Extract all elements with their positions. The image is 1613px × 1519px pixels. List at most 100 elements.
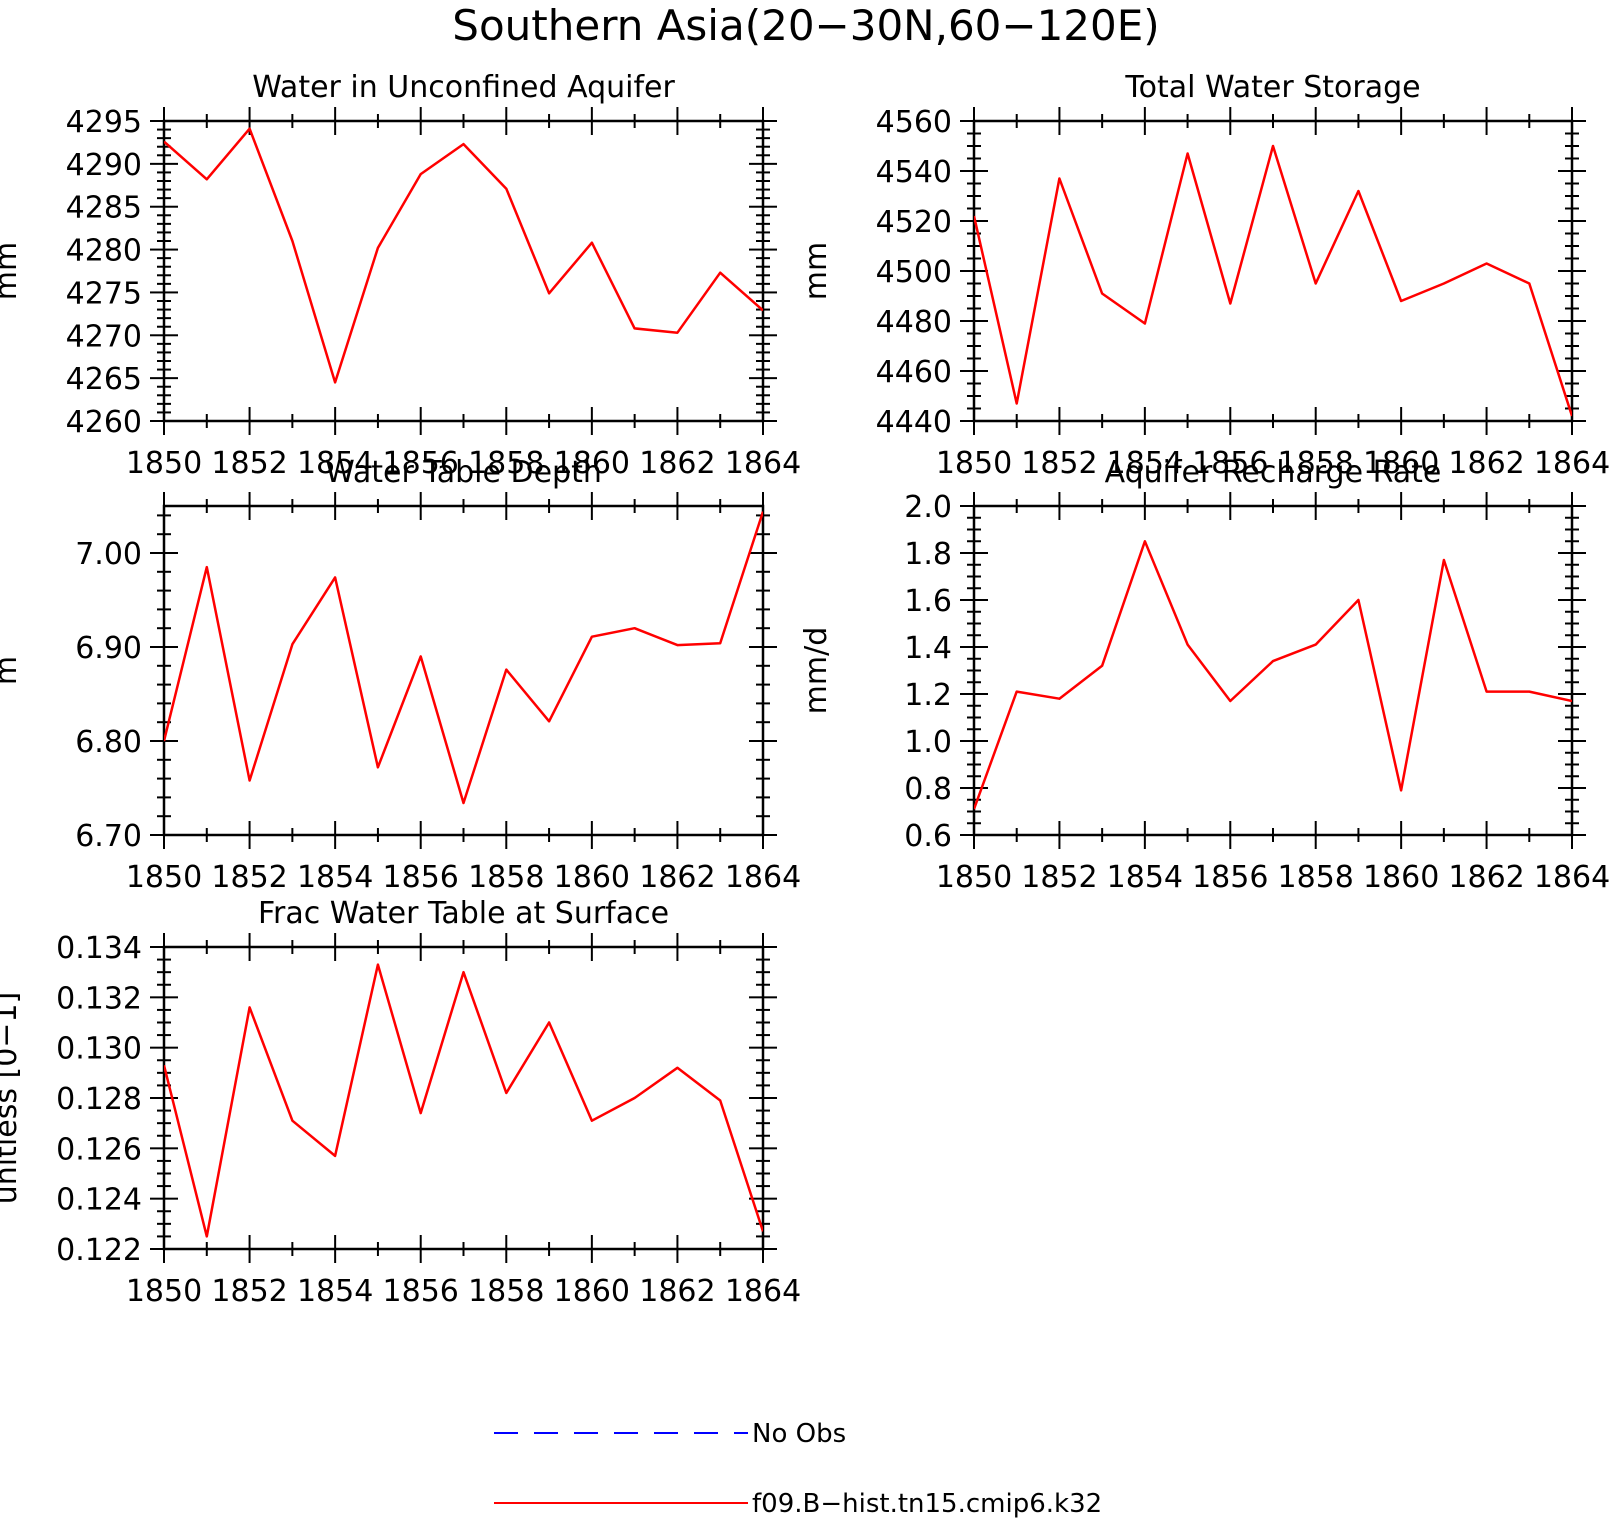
x-tick-label: 1860: [554, 446, 630, 481]
y-tick-label: 6.70: [75, 819, 142, 854]
y-tick-label: 4285: [66, 191, 142, 226]
plot-frame: [162, 945, 765, 1251]
y-tick-label: 0.6: [904, 819, 952, 854]
x-tick-label: 1852: [211, 446, 287, 481]
x-tick-label: 1856: [383, 860, 459, 895]
x-tick-label: 1858: [468, 860, 544, 895]
y-tick-label: 2.0: [904, 490, 952, 525]
x-tick-label: 1864: [1534, 446, 1610, 481]
y-tick-label: 4440: [876, 405, 952, 440]
x-tick-label: 1862: [639, 860, 715, 895]
y-tick-label: 4280: [66, 234, 142, 269]
y-tick-label: 1.8: [904, 537, 952, 572]
y-tick-label: 0.122: [56, 1233, 142, 1268]
y-tick-label: 0.128: [56, 1082, 142, 1117]
y-tick-label: 4500: [876, 255, 952, 290]
figure-title: Southern Asia(20−30N,60−120E): [452, 1, 1159, 50]
series-line: [974, 144, 1572, 417]
chart-panel: 1850 1852 1854 1856 1858 1860 1862 1864 4440 4460…: [799, 70, 1610, 481]
y-tick-label: 7.00: [75, 537, 142, 572]
chart-panel: 1850 1852 1854 1856 1858 1860 1862 1864 4260 4265…: [0, 70, 801, 481]
x-tick-label: 1854: [1107, 446, 1183, 481]
y-tick-label: 1.6: [904, 584, 952, 619]
y-axis-label: mm: [799, 242, 834, 300]
y-tick-label: 4270: [66, 319, 142, 354]
plot-frame: [972, 504, 1574, 837]
x-tick-label: 1854: [297, 446, 373, 481]
x-tick-label: 1852: [211, 860, 287, 895]
x-tick-label: 1860: [554, 860, 630, 895]
x-tick-label: 1860: [1363, 446, 1439, 481]
y-axis-label: mm: [0, 242, 24, 300]
x-tick-label: 1862: [1448, 860, 1524, 895]
y-tick-label: 4265: [66, 362, 142, 397]
y-tick-label: 4295: [66, 105, 142, 140]
x-tick-label: 1854: [1107, 860, 1183, 895]
y-tick-label: 0.126: [56, 1132, 142, 1167]
x-tick-label: 1858: [468, 1274, 544, 1309]
y-tick-label: 4290: [66, 148, 142, 183]
x-tick-label: 1858: [468, 446, 544, 481]
y-axis-label: m: [0, 656, 24, 685]
y-tick-label: 4260: [66, 405, 142, 440]
plot-frame: [162, 504, 765, 837]
x-tick-label: 1862: [639, 446, 715, 481]
x-tick-label: 1864: [1534, 860, 1610, 895]
y-axis-label: unitless [0−1]: [0, 992, 24, 1204]
x-tick-label: 1860: [554, 1274, 630, 1309]
y-tick-label: 4480: [876, 305, 952, 340]
y-tick-label: 4275: [66, 276, 142, 311]
x-tick-label: 1856: [1192, 860, 1268, 895]
y-tick-label: 6.80: [75, 725, 142, 760]
y-tick-label: 4560: [876, 105, 952, 140]
legend-label: f09.B−hist.tn15.cmip6.k32: [752, 1489, 1102, 1519]
plot-frame: [972, 119, 1574, 423]
x-tick-label: 1858: [1278, 446, 1354, 481]
x-tick-label: 1860: [1363, 860, 1439, 895]
legend: No Obs f09.B−hist.tn15.cmip6.k32: [494, 1419, 1102, 1519]
y-tick-label: 4460: [876, 355, 952, 390]
y-tick-label: 1.0: [904, 725, 952, 760]
y-axis-label: mm/d: [799, 627, 834, 715]
x-tick-label: 1856: [383, 1274, 459, 1309]
x-tick-label: 1862: [1448, 446, 1524, 481]
panels: 1850 1852 1854 1856 1858 1860 1862 1864 4260 4265…: [0, 70, 1610, 1309]
panel-title: Water in Unconfined Aquifer: [252, 70, 675, 105]
x-tick-label: 1852: [211, 1274, 287, 1309]
x-tick-label: 1854: [297, 1274, 373, 1309]
y-tick-label: 1.2: [904, 678, 952, 713]
y-tick-label: 4540: [876, 155, 952, 190]
chart-panel: 1850 1852 1854 1856 1858 1860 1862 1864 0.122 0.1…: [0, 896, 801, 1309]
x-tick-label: 1856: [383, 446, 459, 481]
series-line: [164, 963, 763, 1238]
x-tick-label: 1850: [126, 1274, 202, 1309]
y-tick-label: 0.130: [56, 1032, 142, 1067]
y-tick-label: 4520: [876, 205, 952, 240]
x-tick-label: 1864: [725, 446, 801, 481]
x-tick-label: 1856: [1192, 446, 1268, 481]
legend-label: No Obs: [752, 1419, 846, 1449]
chart-panel: 1850 1852 1854 1856 1858 1860 1862 1864 6.70 6.80…: [0, 455, 801, 895]
y-tick-label: 0.124: [56, 1183, 142, 1218]
x-tick-label: 1862: [639, 1274, 715, 1309]
y-tick-label: 0.8: [904, 772, 952, 807]
y-tick-label: 0.134: [56, 931, 142, 966]
chart-panel: 1850 1852 1854 1856 1858 1860 1862 1864 0.6 0.8 1.…: [799, 455, 1610, 895]
series-line: [974, 540, 1572, 810]
x-tick-label: 1850: [126, 860, 202, 895]
x-tick-label: 1850: [936, 446, 1012, 481]
x-tick-label: 1852: [1021, 860, 1097, 895]
x-tick-label: 1864: [725, 1274, 801, 1309]
x-tick-label: 1854: [297, 860, 373, 895]
panel-title: Frac Water Table at Surface: [258, 896, 669, 931]
y-tick-label: 1.4: [904, 631, 952, 666]
plot-frame: [162, 119, 765, 423]
series-line: [164, 127, 763, 384]
panel-title: Aquifer Recharge Rate: [1105, 455, 1442, 490]
panel-title: Water Table Depth: [325, 455, 602, 490]
x-tick-label: 1850: [126, 446, 202, 481]
x-tick-label: 1858: [1278, 860, 1354, 895]
x-tick-label: 1850: [936, 860, 1012, 895]
panel-title: Total Water Storage: [1124, 70, 1420, 105]
